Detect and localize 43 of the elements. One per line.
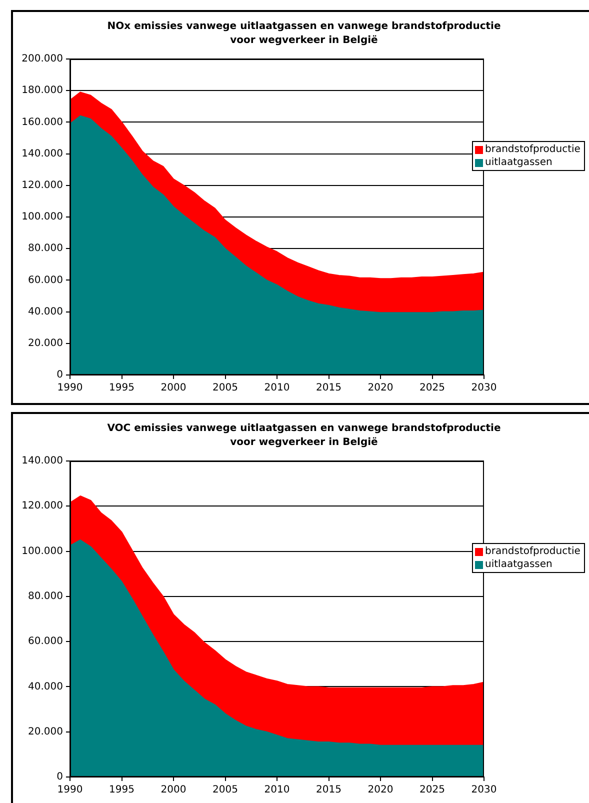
y-tick-label: 180.000 [22, 85, 63, 96]
legend-label: uitlaatgassen [485, 157, 552, 168]
x-tick-label: 2005 [212, 784, 238, 796]
x-tick-label: 2000 [160, 784, 186, 796]
y-tick-label: 100.000 [22, 546, 63, 557]
x-tick-label: 2010 [264, 382, 290, 394]
y-tick-label: 60.000 [28, 636, 63, 648]
chart-title: NOx emissies vanwege uitlaatgassen en vanwege brandstofproductie voor wegverkeer in België [106, 20, 502, 48]
x-tick-label: 1990 [57, 382, 83, 394]
y-tick-label: 0 [56, 772, 63, 783]
y-tick-label: 80.000 [28, 243, 63, 254]
y-tick-label: 60.000 [28, 274, 63, 286]
y-tick-label: 100.000 [22, 212, 63, 223]
x-tick-label: 2020 [368, 784, 394, 796]
y-tick-label: 140.000 [22, 148, 63, 160]
x-tick-label: 1995 [109, 382, 134, 394]
x-tick-label: 2015 [316, 784, 342, 796]
y-tick-label: 20.000 [28, 726, 63, 738]
legend-label: uitlaatgassen [485, 559, 552, 570]
x-tick-label: 1995 [109, 784, 134, 796]
chart-title: VOC emissies vanwege uitlaatgassen en vanwege brandstofproductie voor wegverkeer in België [106, 422, 502, 450]
y-tick-label: 120.000 [22, 180, 63, 191]
x-tick-label: 2015 [316, 382, 342, 394]
y-tick-label: 200.000 [22, 54, 63, 65]
x-tick-label: 2000 [160, 382, 186, 394]
x-tick-label: 2010 [264, 784, 290, 796]
y-tick-label: 40.000 [28, 306, 63, 318]
y-tick-label: 140.000 [22, 456, 63, 467]
y-tick-label: 120.000 [22, 500, 63, 512]
x-tick-label: 1990 [57, 784, 83, 796]
x-tick-label: 2025 [420, 382, 445, 394]
x-tick-label: 2030 [471, 382, 497, 394]
x-tick-label: 2030 [471, 784, 497, 796]
y-tick-label: 160.000 [22, 116, 63, 128]
legend-label: brandstofproductie [485, 144, 580, 155]
y-tick-label: 80.000 [28, 591, 63, 602]
y-tick-label: 40.000 [28, 681, 63, 692]
y-tick-label: 20.000 [28, 338, 63, 349]
x-tick-label: 2020 [368, 382, 394, 394]
x-tick-label: 2025 [420, 784, 445, 796]
y-tick-label: 0 [56, 370, 63, 381]
legend-label: brandstofproductie [485, 546, 580, 557]
x-tick-label: 2005 [212, 382, 238, 394]
